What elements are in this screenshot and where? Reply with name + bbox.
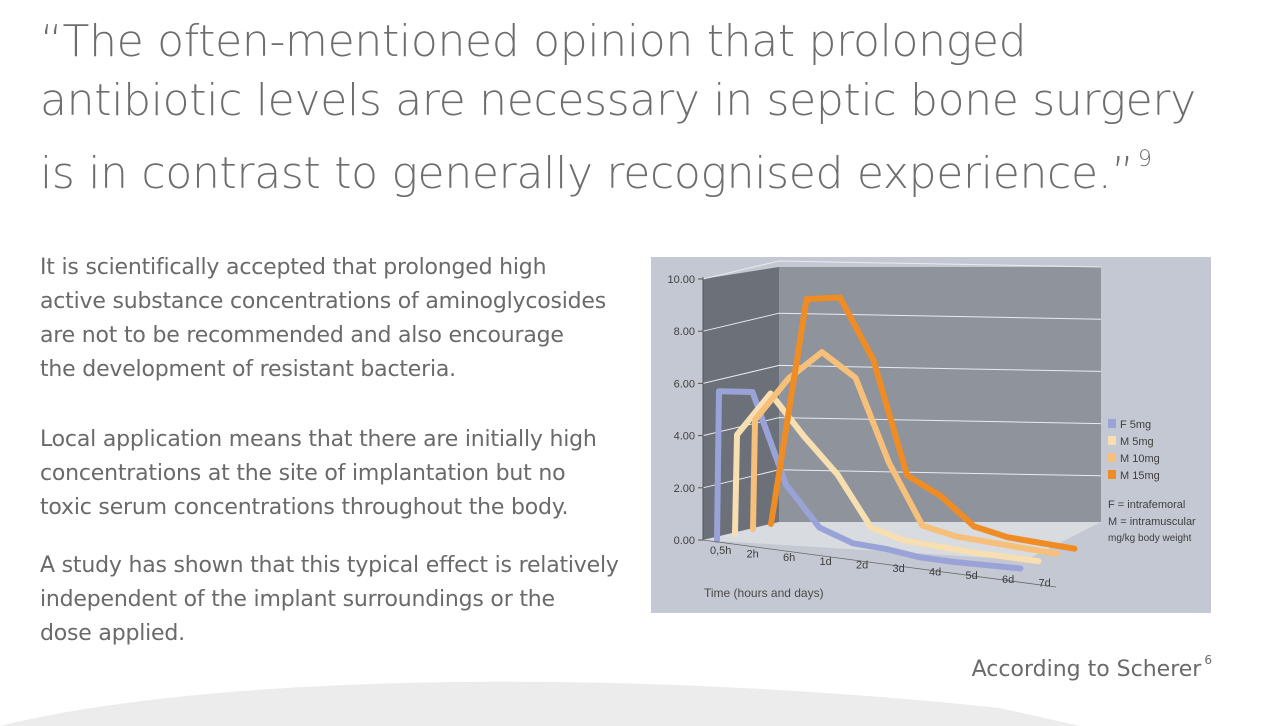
quote-line: is in contrast to generally recognised e… bbox=[40, 130, 1160, 203]
legend-swatch bbox=[1108, 419, 1116, 428]
quote-line: antibiotic levels are necessary in septi… bbox=[40, 75, 1196, 126]
paragraph-line: Local application means that there are i… bbox=[40, 427, 597, 452]
x-tick-label: 1d bbox=[820, 556, 832, 568]
paragraph-line: It is scientifically accepted that prolo… bbox=[40, 255, 547, 280]
series-line bbox=[750, 349, 1060, 557]
paragraph-line: are not to be recommended and also encou… bbox=[40, 323, 564, 348]
series-line bbox=[732, 390, 1042, 565]
paragraph-line: active substance concentrations of amino… bbox=[40, 289, 607, 314]
series-line bbox=[714, 388, 1024, 572]
decorative-swoosh bbox=[0, 681, 1080, 726]
chart-svg: 0.00 2.00 4.00 6.00 8.00 10.00 0,5h 2h 6h 1d 2d 3d… bbox=[667, 260, 1196, 600]
x-tick-label: 6h bbox=[783, 552, 795, 564]
x-tick-label: 0,5h bbox=[710, 545, 731, 557]
x-axis-line bbox=[702, 539, 1057, 588]
paragraph-local-application: Local application means that there are i… bbox=[40, 423, 640, 525]
y-tick-label: 4.00 bbox=[674, 431, 695, 443]
legend-note: M = intramuscular bbox=[1108, 516, 1196, 528]
legend-label: M 10mg bbox=[1120, 453, 1160, 465]
y-tick-label: 0.00 bbox=[674, 535, 695, 547]
chart-back-wall bbox=[779, 267, 1101, 522]
legend-note: mg/kg body weight bbox=[1108, 533, 1192, 544]
x-tick-label: 3d bbox=[893, 563, 905, 575]
legend-swatch bbox=[1108, 453, 1116, 462]
source-attribution: According to Scherer 6 bbox=[972, 653, 1212, 682]
legend-notes: F = intrafemoral M = intramuscular mg/kg… bbox=[1108, 499, 1196, 544]
paragraph-line: concentrations at the site of implantati… bbox=[40, 461, 566, 486]
x-tick-label: 2h bbox=[747, 549, 759, 561]
quote-line-text: is in contrast to generally recognised e… bbox=[40, 148, 1134, 199]
paragraph-study: A study has shown that this typical effe… bbox=[40, 549, 640, 651]
y-tick-label: 8.00 bbox=[674, 326, 695, 338]
quote-footnote: 9 bbox=[1137, 147, 1152, 172]
x-tick-label: 7d bbox=[1039, 577, 1051, 589]
x-tick-label: 2d bbox=[856, 559, 868, 571]
gridline bbox=[702, 312, 1102, 332]
chart-gridlines bbox=[702, 260, 1102, 489]
legend-swatch bbox=[1108, 436, 1116, 445]
paragraph-aminoglycosides: It is scientifically accepted that prolo… bbox=[40, 251, 640, 387]
y-tick-label: 10.00 bbox=[667, 274, 695, 286]
y-tick-label: 6.00 bbox=[674, 378, 695, 390]
quote-line: “The often-mentioned opinion that prolon… bbox=[40, 16, 1027, 67]
paragraph-line: independent of the implant surroundings … bbox=[40, 587, 555, 612]
gridline bbox=[702, 417, 1102, 437]
legend-note: F = intrafemoral bbox=[1108, 499, 1185, 511]
legend-swatch bbox=[1108, 470, 1116, 479]
legend-label: M 5mg bbox=[1120, 436, 1154, 448]
x-axis-ticks: 0,5h 2h 6h 1d 2d 3d 4d 5d 6d 7d bbox=[702, 539, 1057, 589]
paragraph-line: A study has shown that this typical effe… bbox=[40, 553, 619, 578]
paragraph-line: dose applied. bbox=[40, 621, 185, 646]
concentration-chart: 0.00 2.00 4.00 6.00 8.00 10.00 0,5h 2h 6h 1d 2d 3d… bbox=[651, 257, 1211, 613]
x-tick-label: 4d bbox=[929, 567, 941, 579]
x-axis-label: Time (hours and days) bbox=[704, 586, 824, 600]
chart-left-wall bbox=[703, 267, 779, 540]
source-text: According to Scherer bbox=[971, 657, 1202, 682]
paragraph-line: toxic serum concentrations throughout th… bbox=[40, 495, 569, 520]
source-footnote: 6 bbox=[1204, 653, 1212, 667]
pull-quote: “The often-mentioned opinion that prolon… bbox=[40, 12, 1196, 203]
paragraph-line: the development of resistant bacteria. bbox=[40, 357, 456, 382]
gridline bbox=[702, 364, 1102, 384]
chart-series bbox=[714, 294, 1078, 572]
y-tick-label: 2.00 bbox=[674, 483, 695, 495]
gridline bbox=[702, 260, 1102, 280]
series-line bbox=[768, 294, 1078, 552]
x-tick-label: 5d bbox=[966, 570, 978, 582]
legend-label: M 15mg bbox=[1120, 470, 1160, 482]
legend-label: F 5mg bbox=[1120, 419, 1151, 431]
x-tick-label: 6d bbox=[1002, 574, 1014, 586]
chart-legend: F 5mg M 5mg M 10mg M 15mg bbox=[1108, 419, 1160, 482]
y-axis-ticks: 0.00 2.00 4.00 6.00 8.00 10.00 bbox=[667, 274, 704, 547]
